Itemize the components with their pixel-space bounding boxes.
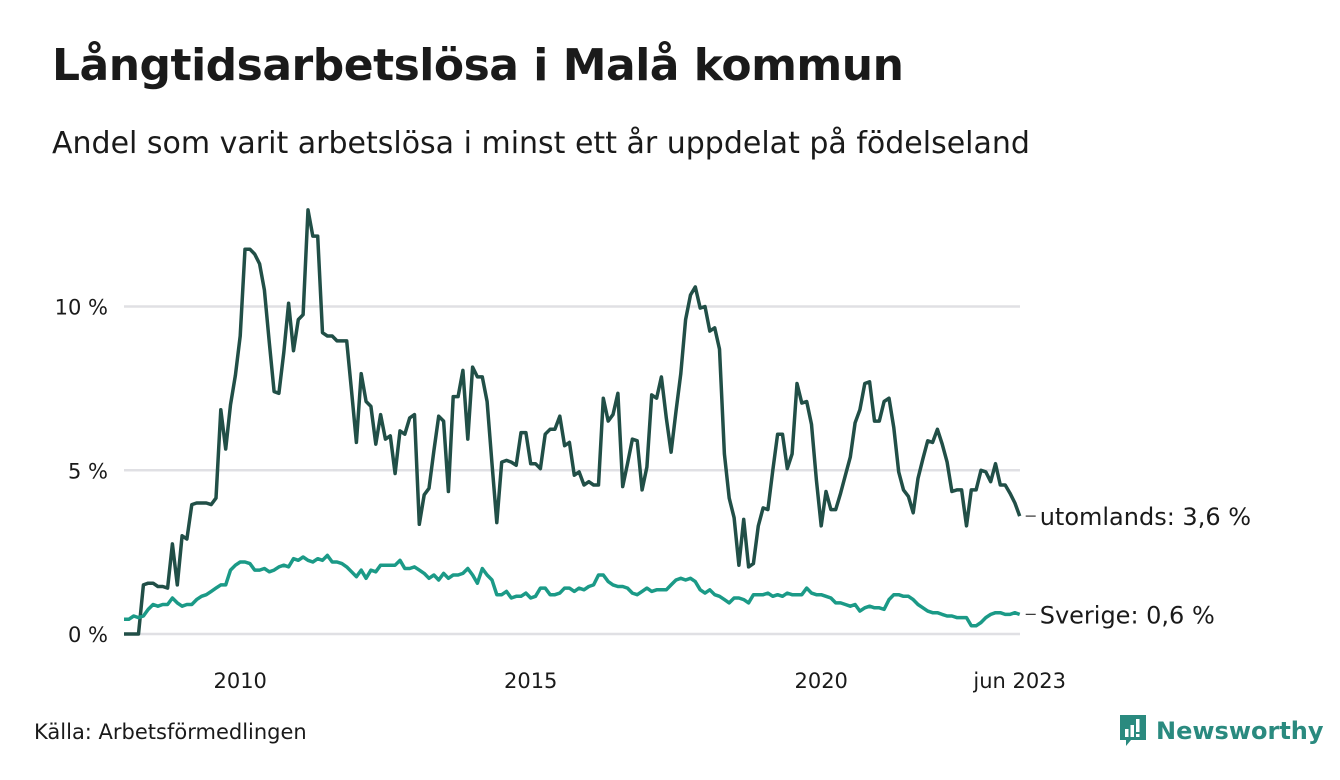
end-label-sverige: Sverige: 0,6 %	[1040, 601, 1215, 629]
end-labels: utomlands: 3,6 % Sverige: 0,6 %	[1025, 503, 1251, 629]
series-lines	[124, 208, 1022, 636]
y-tick-label: 0 %	[68, 623, 108, 647]
x-tick-label: 2015	[504, 669, 557, 693]
brand-name: Newsworthy	[1156, 717, 1324, 745]
source-note: Källa: Arbetsförmedlingen	[34, 720, 307, 744]
y-axis: 0 % 5 % 10 %	[55, 296, 108, 648]
x-tick-label: 2010	[213, 669, 266, 693]
x-axis: 2010 2015 2020 jun 2023	[213, 669, 1066, 693]
chart-subtitle: Andel som varit arbetslösa i minst ett å…	[52, 126, 1030, 161]
series-line-sverige	[124, 553, 1021, 628]
x-tick-label: jun 2023	[972, 669, 1066, 693]
x-tick-label: 2020	[794, 669, 847, 693]
y-tick-label: 5 %	[68, 459, 108, 483]
y-tick-label: 10 %	[55, 296, 108, 320]
series-line-utomlands	[124, 208, 1022, 636]
newsworthy-logo-icon	[1120, 715, 1146, 746]
newsworthy-logo: Newsworthy	[1118, 714, 1324, 748]
end-label-utomlands: utomlands: 3,6 %	[1040, 503, 1251, 531]
chart-title: Långtidsarbetslösa i Malå kommun	[52, 40, 904, 91]
